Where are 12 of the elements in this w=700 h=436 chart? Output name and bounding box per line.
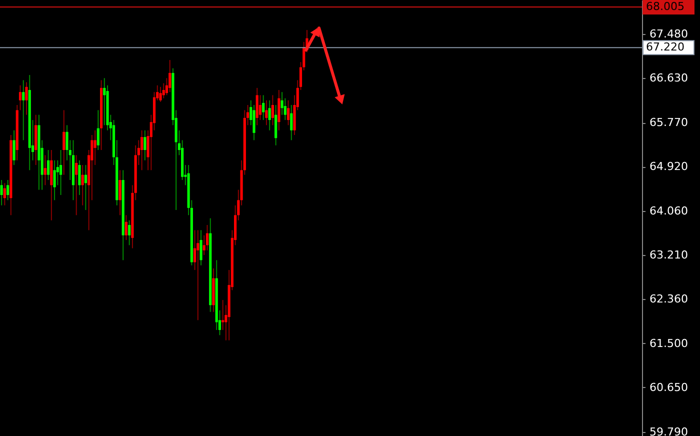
y-tick-label: 60.650 [650,380,688,394]
y-tick-label: 63.210 [650,248,688,262]
ref-line-label: 68.005 [646,0,684,13]
y-tick-label: 59.790 [650,425,688,436]
y-tick-label: 64.920 [650,160,688,174]
y-tick-label: 61.500 [650,336,688,350]
y-tick-label: 62.360 [650,292,688,306]
y-tick-label: 64.060 [650,204,688,218]
ref-line-label: 67.220 [646,40,684,54]
y-tick-label: 65.770 [650,116,688,130]
y-tick-label: 67.480 [650,28,688,41]
y-tick-label: 66.630 [650,72,688,85]
